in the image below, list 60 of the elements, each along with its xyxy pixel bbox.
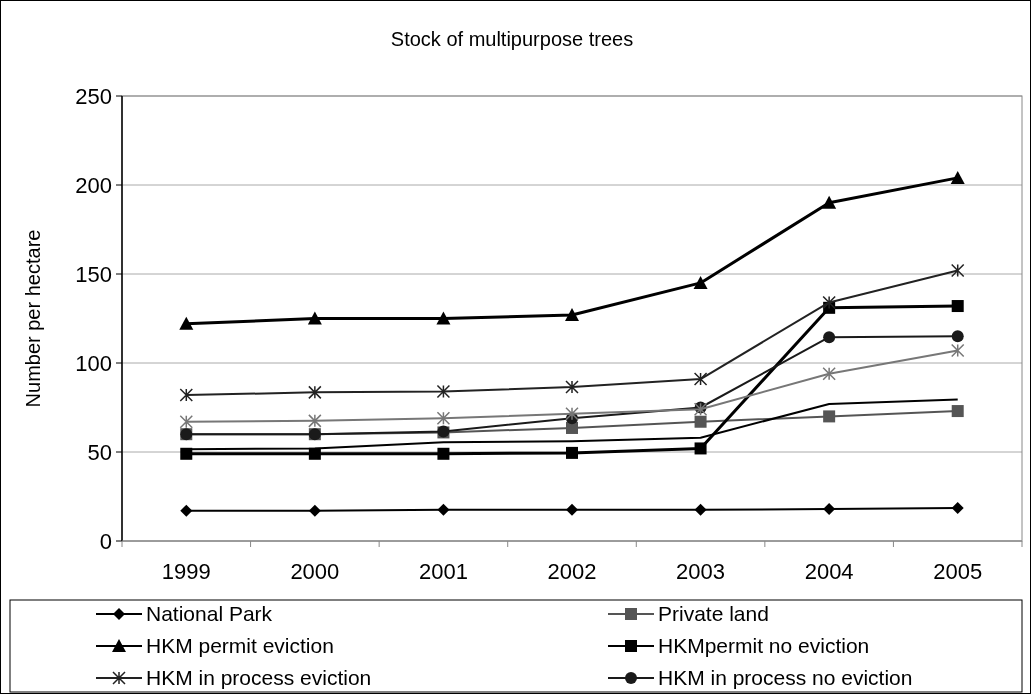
legend-label: National Park: [146, 602, 273, 626]
point: [950, 170, 965, 184]
point: [179, 316, 194, 330]
point: [822, 195, 837, 209]
point: [437, 447, 450, 460]
point: [436, 384, 451, 399]
legend-label: HKM in process no eviction: [658, 666, 913, 690]
point: [308, 504, 321, 517]
x-tick-label: 2005: [933, 559, 983, 584]
point: [693, 372, 708, 386]
x-tick-label: 1999: [161, 559, 211, 584]
point: [694, 503, 707, 516]
point: [565, 380, 579, 394]
legend-label: Private land: [658, 602, 769, 626]
point: [565, 307, 579, 321]
point: [951, 405, 964, 418]
x-tick-label: 2003: [676, 559, 726, 584]
point: [950, 343, 965, 358]
y-tick-label: 200: [75, 172, 112, 198]
point: [566, 446, 578, 459]
point: [694, 442, 707, 455]
x-tick-label: 2004: [804, 559, 854, 584]
point: [437, 503, 450, 516]
point: [180, 504, 193, 517]
y-axis-title: Number per hectare: [22, 229, 44, 408]
point: [566, 421, 578, 434]
y-tick-label: 250: [75, 83, 112, 109]
point: [951, 502, 964, 515]
x-tick-label: 2002: [547, 559, 597, 584]
y-tick-label: 100: [75, 350, 112, 376]
point: [436, 311, 451, 325]
legend-label: HKM permit eviction: [146, 634, 334, 658]
point: [565, 406, 579, 421]
point: [179, 414, 194, 429]
point: [308, 385, 322, 400]
point: [950, 263, 965, 278]
legend-label: HKM in process eviction: [146, 666, 372, 690]
point: [179, 388, 194, 402]
point: [307, 311, 322, 325]
point: [822, 295, 836, 310]
x-tick-label: 2001: [418, 559, 468, 584]
point: [693, 275, 708, 289]
point: [823, 331, 836, 344]
point: [823, 410, 836, 423]
point: [951, 330, 964, 343]
point: [822, 366, 836, 381]
point: [823, 502, 836, 515]
point: [436, 411, 451, 425]
x-tick-label: 2000: [290, 559, 340, 584]
y-tick-label: 150: [75, 261, 112, 287]
y-tick-label: 50: [87, 439, 112, 465]
chart-title: Stock of multipurpose trees: [390, 28, 634, 50]
legend-label: HKMpermit no eviction: [658, 634, 870, 658]
point: [308, 447, 321, 460]
point: [308, 414, 322, 428]
point: [566, 503, 578, 516]
point: [694, 415, 707, 428]
point: [951, 300, 964, 313]
point: [180, 447, 193, 460]
y-tick-label: 0: [99, 528, 112, 554]
